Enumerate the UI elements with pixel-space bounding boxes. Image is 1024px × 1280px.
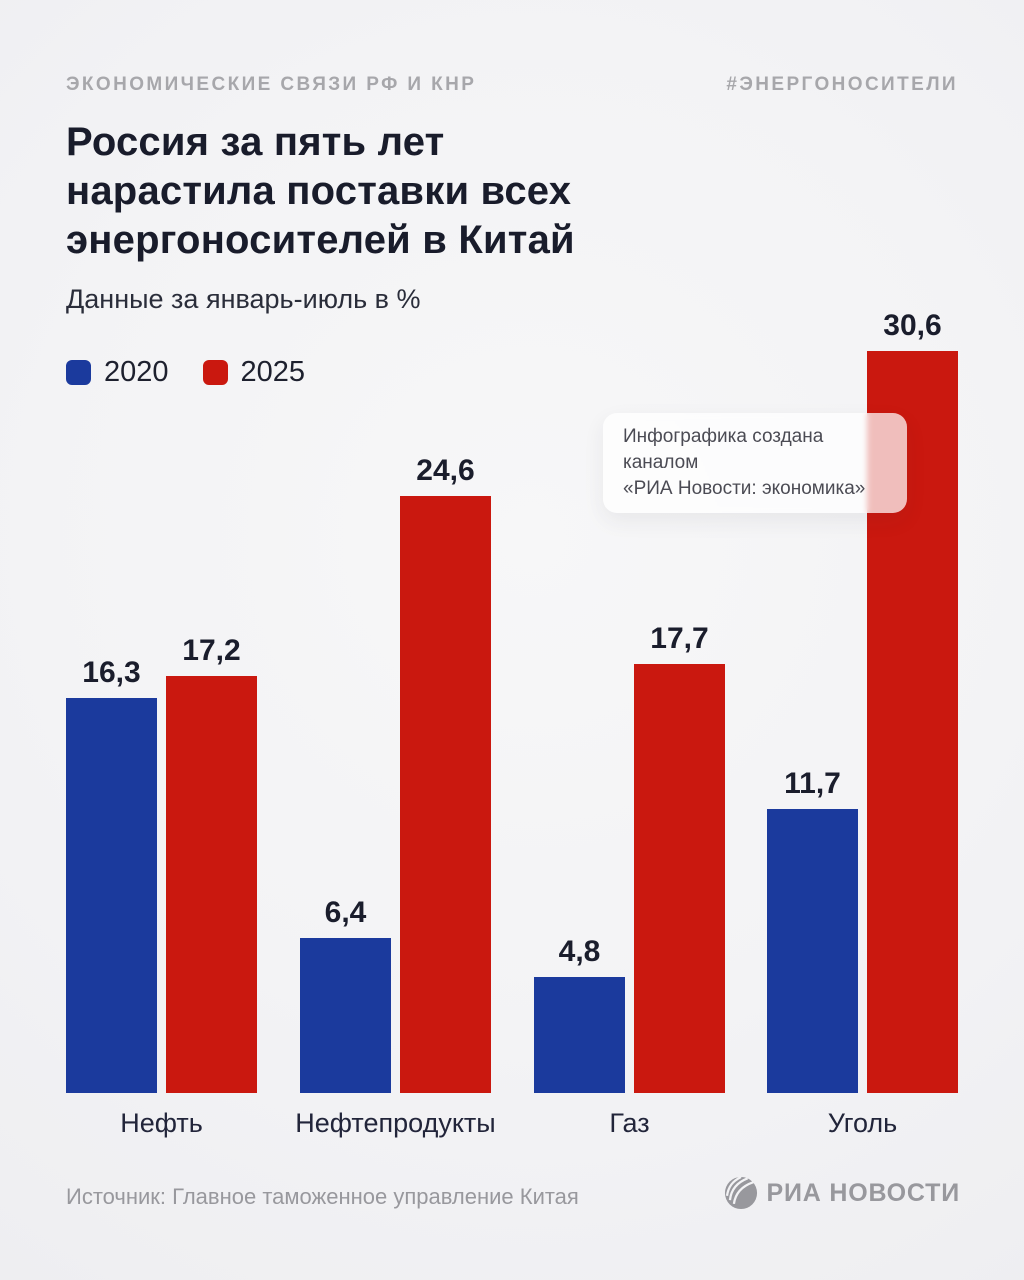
- legend-label-2020: 2020: [104, 356, 169, 388]
- header-hashtag: #ЭНЕРГОНОСИТЕЛИ: [726, 74, 958, 95]
- bar-2020: [300, 938, 391, 1093]
- legend-swatch-2025-icon: [202, 360, 228, 385]
- ria-globe-icon: [724, 1176, 757, 1210]
- bar-2025: [634, 664, 725, 1093]
- bar-column-2020: 6,4: [300, 896, 391, 1093]
- chart-legend: 2020 2025: [66, 356, 305, 389]
- bar-column-2025: 17,7: [634, 622, 725, 1093]
- legend-swatch-2020-icon: [66, 360, 91, 385]
- bar-column-2020: 16,3: [66, 656, 157, 1093]
- note-card: Инфографика создана каналом «РИА Новости…: [603, 413, 907, 513]
- title-line-1: Россия за пять лет: [66, 120, 445, 164]
- bar-value-label: 11,7: [784, 767, 841, 800]
- bar-2025: [400, 496, 491, 1093]
- bar-2020: [767, 809, 858, 1093]
- bar-value-label: 6,4: [324, 896, 367, 929]
- category-label: Уголь: [827, 1108, 898, 1138]
- bar-value-label: 4,8: [558, 935, 601, 968]
- bar-2025: [166, 676, 257, 1093]
- source-caption: Источник: Главное таможенное управление …: [66, 1184, 579, 1209]
- bar-column-2020: 11,7: [767, 767, 858, 1093]
- note-line-2: «РИА Новости: экономика»: [623, 478, 866, 499]
- bar-2020: [534, 977, 625, 1093]
- bar-column-2025: 17,2: [166, 634, 257, 1093]
- title-line-2: нарастила поставки всех: [66, 169, 572, 213]
- category-label: Нефтепродукты: [295, 1108, 496, 1138]
- ria-novosti-logo: РИА НОВОСТИ: [724, 1176, 961, 1210]
- page-title: Россия за пять лет нарастила поставки вс…: [66, 118, 575, 265]
- legend-item-2020: 2020: [66, 356, 169, 389]
- note-line-1: Инфографика создана каналом: [623, 426, 824, 473]
- ria-brand-text: РИА НОВОСТИ: [766, 1178, 960, 1207]
- bar-group-2: 6,4 24,6 Нефтепродукты: [295, 454, 495, 1138]
- bar-2020: [66, 698, 157, 1093]
- bar-value-label: 16,3: [82, 656, 141, 689]
- bar-value-label: 30,6: [883, 309, 942, 342]
- legend-label-2025: 2025: [240, 356, 306, 388]
- bar-value-label: 17,7: [650, 622, 709, 655]
- bar-value-label: 24,6: [416, 454, 475, 487]
- legend-item-2025: 2025: [202, 356, 306, 389]
- bar-value-label: 17,2: [182, 634, 241, 667]
- chart-subtitle: Данные за январь-июль в %: [66, 284, 421, 314]
- bar-group-3: 4,8 17,7 Газ: [534, 622, 725, 1138]
- bar-column-2025: 24,6: [400, 454, 491, 1093]
- bar-group-1: 16,3 17,2 Нефть: [66, 634, 257, 1138]
- category-label: Нефть: [120, 1108, 203, 1138]
- bar-column-2020: 4,8: [534, 935, 625, 1093]
- category-label: Газ: [609, 1108, 650, 1138]
- title-line-3: энергоносителей в Китай: [66, 218, 575, 262]
- header-kicker: ЭКОНОМИЧЕСКИЕ СВЯЗИ РФ И КНР: [66, 74, 477, 95]
